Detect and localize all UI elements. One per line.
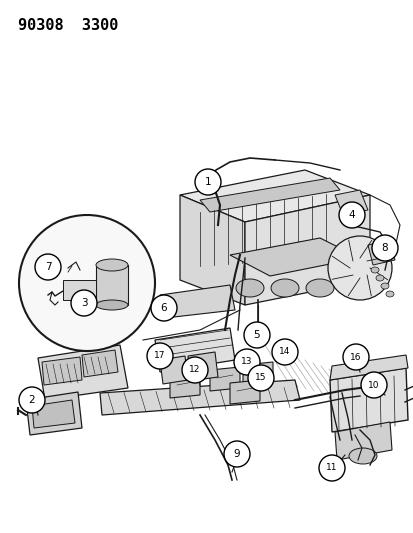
Circle shape xyxy=(342,344,368,370)
Polygon shape xyxy=(63,280,96,300)
Polygon shape xyxy=(154,328,235,372)
Ellipse shape xyxy=(327,236,391,300)
Text: 7: 7 xyxy=(45,262,51,272)
Ellipse shape xyxy=(375,275,383,281)
Circle shape xyxy=(35,254,61,280)
Polygon shape xyxy=(82,350,118,377)
Polygon shape xyxy=(180,170,369,222)
Polygon shape xyxy=(329,355,407,380)
Text: 14: 14 xyxy=(279,348,290,357)
Circle shape xyxy=(247,365,273,391)
Text: 3: 3 xyxy=(81,298,87,308)
Polygon shape xyxy=(188,352,218,381)
Text: 12: 12 xyxy=(189,366,200,375)
Text: 8: 8 xyxy=(381,243,387,253)
Text: 16: 16 xyxy=(349,352,361,361)
Text: 4: 4 xyxy=(348,210,354,220)
Circle shape xyxy=(371,235,397,261)
Polygon shape xyxy=(100,380,299,415)
Polygon shape xyxy=(26,392,82,435)
Polygon shape xyxy=(334,422,391,460)
Polygon shape xyxy=(334,190,367,215)
Circle shape xyxy=(360,372,386,398)
Circle shape xyxy=(19,387,45,413)
Text: 90308  3300: 90308 3300 xyxy=(18,18,118,33)
Ellipse shape xyxy=(96,300,128,310)
Text: 17: 17 xyxy=(154,351,165,360)
Circle shape xyxy=(338,202,364,228)
Ellipse shape xyxy=(370,267,378,273)
Circle shape xyxy=(19,215,154,351)
Text: 2: 2 xyxy=(28,395,35,405)
Circle shape xyxy=(233,349,259,375)
Polygon shape xyxy=(38,345,128,400)
Polygon shape xyxy=(199,178,339,212)
Ellipse shape xyxy=(235,279,263,297)
Circle shape xyxy=(271,339,297,365)
Polygon shape xyxy=(209,367,240,391)
Text: 5: 5 xyxy=(253,330,260,340)
Circle shape xyxy=(318,455,344,481)
Circle shape xyxy=(151,295,177,321)
Polygon shape xyxy=(32,400,75,428)
Polygon shape xyxy=(42,357,82,385)
Circle shape xyxy=(147,343,173,369)
Circle shape xyxy=(223,441,249,467)
Text: 6: 6 xyxy=(160,303,167,313)
Polygon shape xyxy=(159,285,235,318)
Circle shape xyxy=(195,169,221,195)
Ellipse shape xyxy=(96,259,128,271)
Text: 10: 10 xyxy=(367,381,379,390)
Polygon shape xyxy=(230,380,259,404)
Circle shape xyxy=(182,357,207,383)
Text: 11: 11 xyxy=(325,464,337,472)
Ellipse shape xyxy=(385,291,393,297)
Polygon shape xyxy=(96,265,128,305)
Polygon shape xyxy=(230,238,359,276)
Ellipse shape xyxy=(380,283,388,289)
Ellipse shape xyxy=(348,448,376,464)
Polygon shape xyxy=(159,356,188,384)
Polygon shape xyxy=(329,368,407,432)
Polygon shape xyxy=(367,240,394,265)
Polygon shape xyxy=(242,362,272,386)
Ellipse shape xyxy=(305,279,333,297)
Circle shape xyxy=(71,290,97,316)
Text: 15: 15 xyxy=(255,374,266,383)
Text: 1: 1 xyxy=(204,177,211,187)
Polygon shape xyxy=(170,374,199,398)
Polygon shape xyxy=(180,195,244,305)
Polygon shape xyxy=(244,195,369,305)
Circle shape xyxy=(243,322,269,348)
Text: 13: 13 xyxy=(241,358,252,367)
Text: 9: 9 xyxy=(233,449,240,459)
Ellipse shape xyxy=(271,279,298,297)
